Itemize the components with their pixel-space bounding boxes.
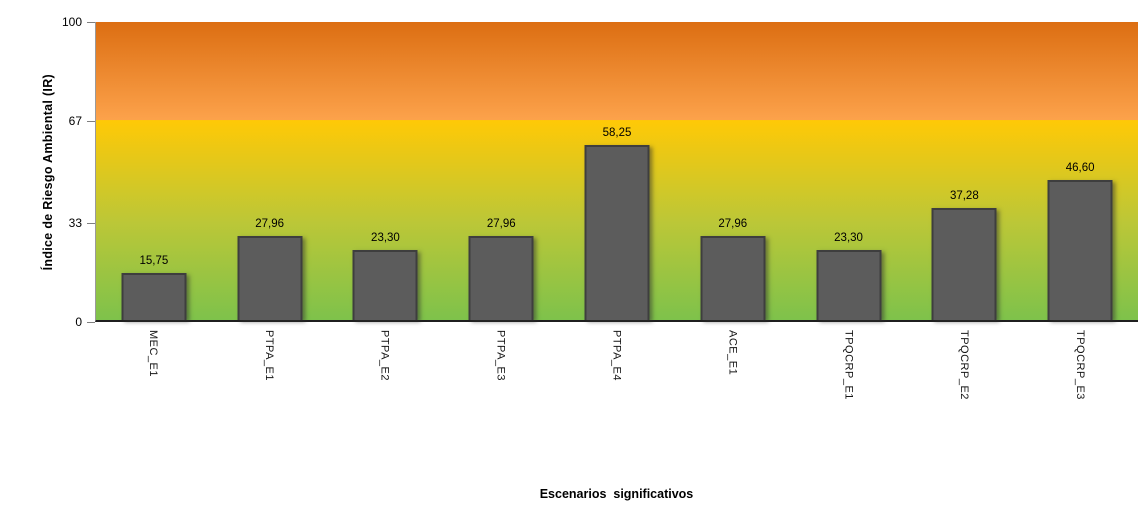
bar [584,145,650,320]
y-tick-mark [87,121,95,122]
bar [468,236,534,320]
x-tick-label: TPQCRP_E1 [842,330,855,400]
x-axis-labels: MEC_E1 PTPA_E1 PTPA_E2 PTPA_E3 PTPA_E4 ACE_E1… [95,330,1138,455]
bar-value-label: 27,96 [718,218,748,231]
bar [1047,180,1113,320]
x-tick-label: PTPA_E2 [378,330,391,381]
bar [931,208,997,320]
y-tick-label-67: 67 [68,114,82,128]
bar-value-label: 58,25 [602,127,632,140]
x-tick-label: MEC_E1 [146,330,159,378]
bar-value-label: 46,60 [1065,162,1095,175]
bar-value-label: 27,96 [486,218,516,231]
plot-area: 15,75 27,96 23,30 27,96 58,25 27,96 23,30 37,28… [95,22,1138,322]
bar [121,272,187,320]
bar [237,236,303,320]
bar-value-label: 27,96 [255,218,285,231]
y-tick-mark [87,322,95,323]
bar [352,250,418,320]
y-tick-mark [87,223,95,224]
y-tick-mark [87,22,95,23]
y-tick-label-33: 33 [68,216,82,230]
x-tick-label: ACE_E1 [726,330,739,376]
bar-value-label: 23,30 [834,232,863,245]
y-axis-title: Índice de Riesgo Ambiental (IR) [36,22,60,322]
x-tick-label: PTPA_E4 [610,330,623,381]
x-tick-label: TPQCRP_E3 [1074,330,1087,400]
y-tick-label-100: 100 [61,15,82,29]
bar-value-label: 23,30 [371,232,400,245]
x-tick-label: PTPA_E1 [262,330,275,381]
bar [700,236,766,320]
bar-value-label: 37,28 [949,190,979,203]
y-axis-title-text: Índice de Riesgo Ambiental (IR) [41,73,55,271]
y-tick-label-0: 0 [75,315,82,329]
x-tick-label: PTPA_E3 [494,330,507,381]
x-tick-label: TPQCRP_E2 [958,330,971,400]
x-axis-title: Escenarios significativos [539,487,694,501]
bar-value-label: 15,75 [139,254,169,267]
bar [816,250,882,320]
